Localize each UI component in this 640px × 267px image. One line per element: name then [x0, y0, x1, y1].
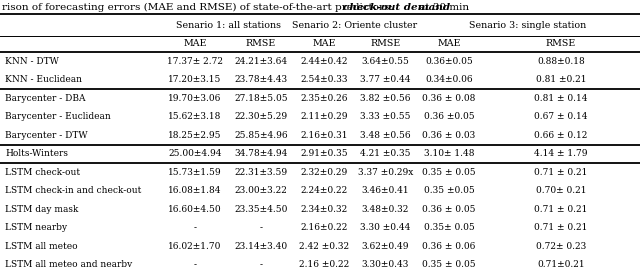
Text: at 30 min: at 30 min [416, 2, 469, 11]
Text: 22.31±3.59: 22.31±3.59 [234, 168, 287, 177]
Text: 27.18±5.05: 27.18±5.05 [234, 94, 288, 103]
Text: -: - [259, 223, 262, 232]
Text: 0.36±0.05: 0.36±0.05 [425, 57, 473, 66]
Text: 3.46±0.41: 3.46±0.41 [362, 186, 410, 195]
Text: 0.67 ± 0.14: 0.67 ± 0.14 [534, 112, 588, 121]
Text: 15.73±1.59: 15.73±1.59 [168, 168, 222, 177]
Text: Senario 2: Oriente cluster: Senario 2: Oriente cluster [292, 21, 417, 29]
Text: 25.00±4.94: 25.00±4.94 [168, 149, 221, 158]
Text: Barycenter - DTW: Barycenter - DTW [5, 131, 88, 140]
Text: 3.37 ±0.29x: 3.37 ±0.29x [358, 168, 413, 177]
Text: 3.30 ±0.44: 3.30 ±0.44 [360, 223, 411, 232]
Text: 15.62±3.18: 15.62±3.18 [168, 112, 221, 121]
Text: 19.70±3.06: 19.70±3.06 [168, 94, 221, 103]
Text: LSTM nearby: LSTM nearby [5, 223, 67, 232]
Text: 2.16 ±0.22: 2.16 ±0.22 [300, 260, 349, 267]
Text: 3.10± 1.48: 3.10± 1.48 [424, 149, 474, 158]
Text: 2.35±0.26: 2.35±0.26 [301, 94, 348, 103]
Text: 2.42 ±0.32: 2.42 ±0.32 [300, 242, 349, 251]
Text: -: - [193, 223, 196, 232]
Text: 23.35±4.50: 23.35±4.50 [234, 205, 288, 214]
Text: -: - [259, 260, 262, 267]
Text: 0.35 ±0.05: 0.35 ±0.05 [424, 186, 474, 195]
Text: 0.36 ± 0.05: 0.36 ± 0.05 [422, 205, 476, 214]
Text: 3.77 ±0.44: 3.77 ±0.44 [360, 75, 411, 84]
Text: 3.33 ±0.55: 3.33 ±0.55 [360, 112, 411, 121]
Text: 3.64±0.55: 3.64±0.55 [362, 57, 410, 66]
Text: MAE: MAE [437, 40, 461, 49]
Text: 3.62±0.49: 3.62±0.49 [362, 242, 409, 251]
Text: 25.85±4.96: 25.85±4.96 [234, 131, 288, 140]
Text: 16.02±1.70: 16.02±1.70 [168, 242, 221, 251]
Text: 3.48 ±0.56: 3.48 ±0.56 [360, 131, 411, 140]
Text: Holts-Winters: Holts-Winters [5, 149, 68, 158]
Text: 0.36 ± 0.03: 0.36 ± 0.03 [422, 131, 476, 140]
Text: 2.54±0.33: 2.54±0.33 [301, 75, 348, 84]
Text: 3.30±0.43: 3.30±0.43 [362, 260, 409, 267]
Text: LSTM check-in and check-out: LSTM check-in and check-out [5, 186, 141, 195]
Text: 24.21±3.64: 24.21±3.64 [234, 57, 287, 66]
Text: 0.35 ± 0.05: 0.35 ± 0.05 [422, 168, 476, 177]
Text: MAE: MAE [313, 40, 336, 49]
Text: Barycenter - Euclidean: Barycenter - Euclidean [5, 112, 111, 121]
Text: 2.44±0.42: 2.44±0.42 [301, 57, 348, 66]
Text: 0.71±0.21: 0.71±0.21 [537, 260, 585, 267]
Text: 0.36 ± 0.06: 0.36 ± 0.06 [422, 242, 476, 251]
Text: RMSE: RMSE [371, 40, 401, 49]
Text: MAE: MAE [183, 40, 207, 49]
Text: 2.16±0.31: 2.16±0.31 [301, 131, 348, 140]
Text: 2.16±0.22: 2.16±0.22 [301, 223, 348, 232]
Text: 22.30±5.29: 22.30±5.29 [234, 112, 287, 121]
Text: 0.35 ± 0.05: 0.35 ± 0.05 [422, 260, 476, 267]
Text: 0.36 ± 0.08: 0.36 ± 0.08 [422, 94, 476, 103]
Text: 23.00±3.22: 23.00±3.22 [235, 186, 287, 195]
Text: rison of forecasting errors (MAE and RMSE) of state-of-the-art predictors:: rison of forecasting errors (MAE and RMS… [2, 2, 396, 11]
Text: 0.81 ± 0.14: 0.81 ± 0.14 [534, 94, 588, 103]
Text: 0.34±0.06: 0.34±0.06 [425, 75, 473, 84]
Text: RMSE: RMSE [246, 40, 276, 49]
Text: 17.20±3.15: 17.20±3.15 [168, 75, 221, 84]
Text: 0.81 ±0.21: 0.81 ±0.21 [536, 75, 586, 84]
Text: 0.36 ±0.05: 0.36 ±0.05 [424, 112, 474, 121]
Text: 2.91±0.35: 2.91±0.35 [301, 149, 348, 158]
Text: LSTM all meteo: LSTM all meteo [5, 242, 77, 251]
Text: LSTM check-out: LSTM check-out [5, 168, 80, 177]
Text: LSTM day mask: LSTM day mask [5, 205, 78, 214]
Text: 0.66 ± 0.12: 0.66 ± 0.12 [534, 131, 588, 140]
Text: 2.34±0.32: 2.34±0.32 [301, 205, 348, 214]
Text: 23.14±3.40: 23.14±3.40 [234, 242, 287, 251]
Text: 0.71 ± 0.21: 0.71 ± 0.21 [534, 205, 588, 214]
Text: 4.21 ±0.35: 4.21 ±0.35 [360, 149, 411, 158]
Text: check-out demand: check-out demand [343, 2, 451, 11]
Text: 2.24±0.22: 2.24±0.22 [301, 186, 348, 195]
Text: 0.70± 0.21: 0.70± 0.21 [536, 186, 586, 195]
Text: 3.48±0.32: 3.48±0.32 [362, 205, 409, 214]
Text: Senario 3: single station: Senario 3: single station [469, 21, 587, 29]
Text: -: - [193, 260, 196, 267]
Text: Barycenter - DBA: Barycenter - DBA [5, 94, 86, 103]
Text: 4.14 ± 1.79: 4.14 ± 1.79 [534, 149, 588, 158]
Text: RMSE: RMSE [546, 40, 576, 49]
Text: 16.60±4.50: 16.60±4.50 [168, 205, 222, 214]
Text: 2.11±0.29: 2.11±0.29 [301, 112, 348, 121]
Text: 0.71 ± 0.21: 0.71 ± 0.21 [534, 168, 588, 177]
Text: 17.37± 2.72: 17.37± 2.72 [167, 57, 223, 66]
Text: 3.82 ±0.56: 3.82 ±0.56 [360, 94, 411, 103]
Text: 0.35± 0.05: 0.35± 0.05 [424, 223, 474, 232]
Text: 34.78±4.94: 34.78±4.94 [234, 149, 288, 158]
Text: 23.78±4.43: 23.78±4.43 [234, 75, 287, 84]
Text: Senario 1: all stations: Senario 1: all stations [175, 21, 280, 29]
Text: 0.88±0.18: 0.88±0.18 [537, 57, 585, 66]
Text: 18.25±2.95: 18.25±2.95 [168, 131, 221, 140]
Text: 0.71 ± 0.21: 0.71 ± 0.21 [534, 223, 588, 232]
Text: LSTM all meteo and nearby: LSTM all meteo and nearby [5, 260, 132, 267]
Text: KNN - Euclidean: KNN - Euclidean [5, 75, 82, 84]
Text: 0.72± 0.23: 0.72± 0.23 [536, 242, 586, 251]
Text: 2.32±0.29: 2.32±0.29 [301, 168, 348, 177]
Text: KNN - DTW: KNN - DTW [5, 57, 59, 66]
Text: 16.08±1.84: 16.08±1.84 [168, 186, 221, 195]
